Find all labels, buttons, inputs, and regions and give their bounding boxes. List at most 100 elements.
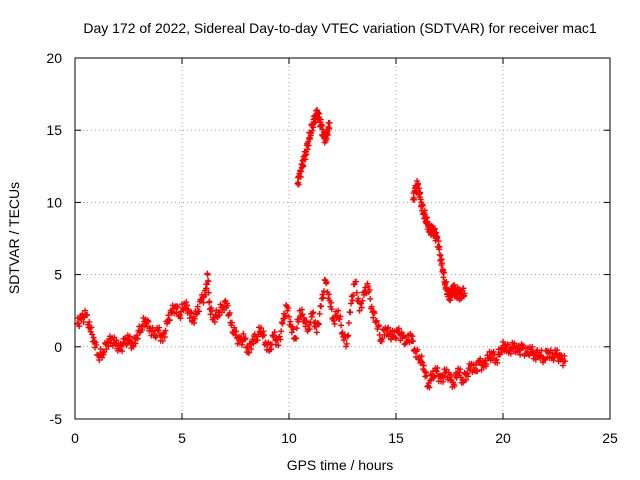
data-point (350, 292, 357, 299)
data-point (384, 325, 391, 332)
data-point (315, 320, 322, 327)
data-point (375, 322, 382, 329)
data-point (340, 337, 347, 344)
data-point (183, 299, 190, 306)
data-point (368, 303, 375, 310)
data-point (393, 335, 399, 342)
data-point (434, 234, 441, 241)
data-point (300, 314, 307, 321)
data-point (191, 315, 198, 322)
data-point (316, 310, 323, 317)
data-point (307, 136, 314, 143)
data-point (410, 338, 417, 345)
data-point (139, 326, 146, 333)
data-point (278, 328, 285, 335)
data-point (348, 300, 355, 307)
data-point (80, 319, 87, 326)
data-point (130, 343, 137, 350)
data-point (282, 312, 289, 319)
data-point (335, 307, 342, 314)
data-point (187, 310, 194, 317)
data-point (373, 317, 380, 324)
data-point (379, 335, 386, 342)
data-point (81, 307, 88, 314)
data-point (297, 173, 304, 180)
data-point (439, 260, 446, 267)
y-tick-label: 0 (54, 339, 62, 355)
data-point (319, 291, 326, 298)
data-point (371, 310, 378, 317)
data-point (246, 349, 253, 356)
data-point (320, 294, 327, 301)
data-point (302, 323, 309, 330)
data-point (550, 357, 557, 364)
data-point (451, 281, 458, 288)
data-point (409, 333, 416, 340)
data-points (74, 107, 569, 391)
chart-title: Day 172 of 2022, Sidereal Day-to-day VTE… (83, 20, 596, 36)
data-point (338, 322, 345, 329)
data-point (366, 286, 373, 293)
x-ticks: 0 5 10 15 20 25 (71, 58, 618, 446)
x-tick-label: 0 (71, 430, 79, 446)
data-point (431, 225, 438, 232)
data-point (303, 151, 310, 158)
data-point (433, 229, 440, 236)
data-point (415, 180, 422, 187)
data-point (281, 315, 288, 322)
data-point (183, 302, 190, 309)
data-point (295, 316, 302, 323)
data-point (500, 338, 506, 345)
data-point (504, 341, 511, 348)
data-point (328, 306, 335, 313)
data-point (324, 132, 331, 139)
data-point (196, 308, 203, 315)
data-point (464, 370, 471, 377)
data-point (287, 318, 294, 325)
data-point (302, 156, 309, 163)
data-point (331, 320, 338, 327)
data-point (211, 318, 218, 325)
data-point (93, 341, 100, 348)
data-point (242, 335, 249, 342)
data-point (440, 378, 447, 385)
data-point (345, 319, 352, 326)
data-point (285, 305, 292, 312)
data-point (457, 366, 464, 373)
data-point (398, 329, 405, 336)
data-point (159, 338, 166, 345)
data-point (271, 329, 278, 336)
data-point (419, 359, 426, 366)
data-point (174, 303, 181, 310)
data-point (347, 309, 354, 316)
data-point (254, 337, 261, 344)
data-point (293, 335, 300, 342)
data-point (165, 312, 172, 319)
data-point (443, 366, 450, 373)
data-point (166, 316, 173, 323)
data-point (231, 324, 238, 331)
data-point (474, 368, 481, 375)
data-point (276, 333, 283, 340)
data-point (202, 291, 209, 298)
data-point (493, 356, 500, 363)
data-point (161, 334, 168, 341)
data-point (258, 325, 265, 332)
data-point (228, 319, 235, 326)
data-point (417, 189, 424, 196)
x-axis-label: GPS time / hours (287, 457, 394, 473)
data-point (88, 324, 95, 331)
x-tick-label: 25 (602, 430, 618, 446)
data-point (561, 352, 568, 359)
data-point (132, 340, 139, 347)
data-point (300, 162, 307, 169)
data-point (330, 317, 337, 324)
data-point (186, 315, 193, 322)
data-point (156, 324, 163, 331)
data-point (84, 311, 91, 318)
data-point (155, 327, 162, 334)
data-point (224, 302, 231, 309)
data-point (317, 116, 324, 123)
data-point (279, 320, 286, 327)
data-point (177, 315, 184, 322)
